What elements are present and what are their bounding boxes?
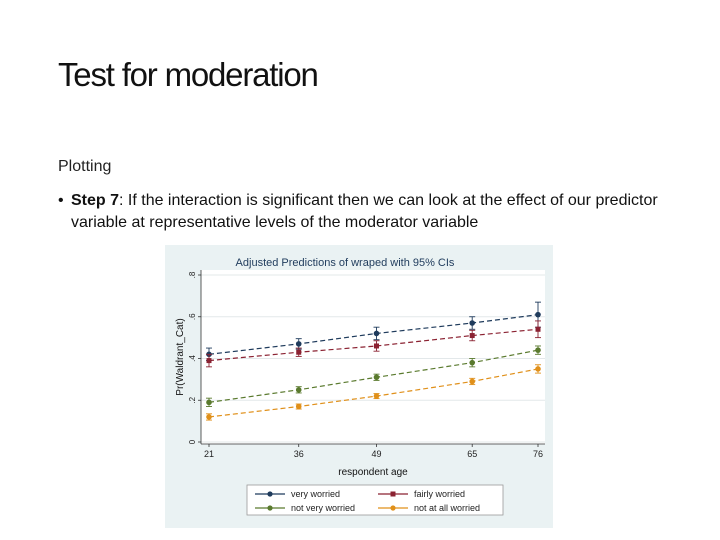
x-tick-label: 36	[294, 449, 304, 459]
data-point	[206, 358, 212, 364]
data-point	[206, 399, 212, 406]
bullet-point: • Step 7: If the interaction is signific…	[58, 190, 698, 234]
y-tick-label: .6	[188, 313, 197, 320]
data-point	[295, 387, 302, 393]
step-label: Step 7	[71, 192, 120, 209]
legend-marker	[390, 505, 396, 511]
step-description: : If the interaction is significant then…	[71, 192, 658, 231]
chart-panel: 0 .2 .4 .6 .8 21 36 49 65 76 Adjusted Predictions…	[165, 245, 553, 528]
x-tick-label: 49	[371, 449, 381, 459]
subheading: Plotting	[58, 158, 112, 175]
y-tick-label: 0	[188, 439, 197, 444]
y-tick-label: .4	[188, 355, 197, 362]
y-tick-label: .8	[188, 271, 197, 278]
data-point	[296, 349, 302, 355]
legend-label: very worried	[291, 489, 340, 499]
data-point	[535, 326, 541, 332]
legend-label: fairly worried	[414, 489, 465, 499]
data-point	[469, 359, 476, 366]
data-point	[373, 343, 379, 349]
data-point	[469, 333, 475, 339]
x-tick-label: 76	[533, 449, 543, 459]
data-point	[535, 366, 541, 372]
bullet-text: Step 7: If the interaction is significan…	[71, 190, 698, 234]
legend-box	[246, 484, 504, 516]
y-tick-label: .2	[188, 396, 197, 403]
data-point	[373, 330, 380, 337]
data-point	[206, 414, 212, 420]
data-point	[535, 347, 541, 353]
slide-title: Test for moderation	[58, 56, 319, 93]
data-point	[469, 320, 476, 326]
legend-label: not very worried	[291, 503, 355, 513]
legend-marker	[390, 491, 396, 497]
plot-area	[201, 270, 545, 444]
legend-marker	[267, 491, 273, 497]
bullet-dot-icon: •	[58, 192, 64, 209]
data-point	[373, 393, 380, 399]
legend-label: not at all worried	[414, 503, 480, 513]
data-point	[469, 378, 476, 385]
legend-marker	[267, 505, 273, 511]
margins-plot: 0 .2 .4 .6 .8 21 36 49 65 76 Adjusted Predictions…	[175, 257, 545, 516]
data-point	[295, 403, 302, 410]
x-tick-label: 65	[467, 449, 477, 459]
chart-title: Adjusted Predictions of wraped with 95% …	[236, 257, 455, 269]
data-point	[295, 341, 302, 347]
x-tick-label: 21	[204, 449, 214, 459]
data-point	[373, 374, 380, 381]
data-point	[535, 311, 541, 318]
x-axis-label: respondent age	[338, 467, 408, 478]
y-axis-label: Pr(Waldrant_Cat)	[175, 318, 186, 395]
